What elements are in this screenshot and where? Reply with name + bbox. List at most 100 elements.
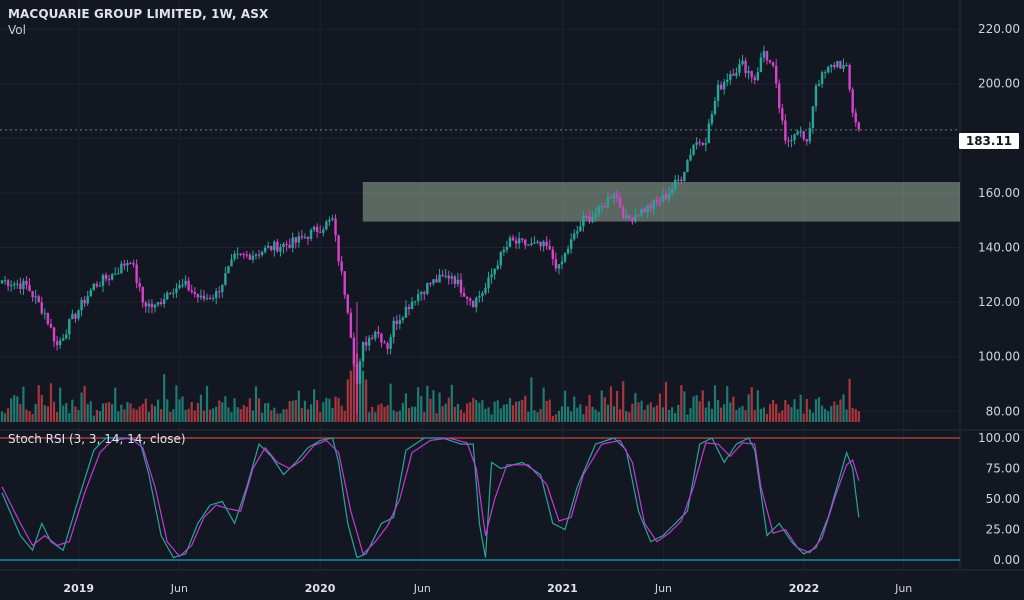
candle-body <box>450 276 454 279</box>
volume-bar <box>166 399 169 422</box>
volume-bar <box>591 406 594 422</box>
candle-body <box>716 84 720 101</box>
volume-bar <box>643 409 646 422</box>
volume-bar <box>212 408 215 422</box>
volume-bar <box>637 402 640 422</box>
volume-bar <box>713 385 717 422</box>
candle-body <box>156 302 160 305</box>
volume-bar <box>619 409 622 422</box>
candle-body <box>169 292 172 294</box>
candle-body <box>802 131 805 140</box>
candle-body <box>31 291 34 298</box>
volume-bar <box>65 403 68 422</box>
volume-bar <box>147 411 150 422</box>
candle-body <box>511 237 515 241</box>
volume-bar <box>689 408 692 422</box>
volume-bar <box>417 387 420 422</box>
last-price-badge: 183.11 <box>959 133 1019 149</box>
volume-bar <box>101 403 105 422</box>
volume-bar <box>502 404 505 422</box>
candle-body <box>6 280 10 286</box>
time-tick-label: Jun <box>413 582 431 595</box>
volume-bar <box>108 402 111 422</box>
volume-bar <box>309 404 313 422</box>
volume-bar <box>126 402 129 422</box>
volume-bar <box>92 415 95 422</box>
volume-bar <box>117 411 120 422</box>
volume-bar <box>686 414 689 422</box>
volume-bar <box>735 410 738 422</box>
candle-body <box>205 297 209 299</box>
candle-body <box>16 283 19 285</box>
candle-body <box>432 279 435 284</box>
candle-body <box>551 249 554 260</box>
volume-bar <box>13 395 16 422</box>
volume-bar <box>175 385 178 422</box>
volume-bar <box>432 390 435 422</box>
candle-body <box>646 205 649 213</box>
stoch-tick-label: 100.00 <box>978 431 1020 445</box>
candle-body <box>199 295 203 298</box>
price-axis[interactable]: 80.00100.00120.00140.00160.00180.00200.0… <box>978 22 1020 418</box>
candle-body <box>649 205 652 209</box>
volume-bar <box>466 403 469 422</box>
candle-body <box>726 79 729 83</box>
indicator-label[interactable]: Stoch RSI (3, 3, 14, 14, close) <box>8 432 186 446</box>
candle-body <box>695 142 698 145</box>
volume-bar <box>343 410 346 422</box>
volume-bar <box>199 394 202 422</box>
candle-body <box>664 194 668 200</box>
volume-bar <box>582 414 585 422</box>
time-axis[interactable]: 2019 Jun 2020 Jun 2021 Jun 2022 Jun <box>63 582 912 595</box>
volume-bar <box>560 406 564 422</box>
candle-body <box>202 295 206 299</box>
volume-bar <box>172 409 175 422</box>
candle-body <box>114 273 117 275</box>
volume-bar <box>22 386 25 422</box>
volume-bar <box>469 402 472 422</box>
volume-bar <box>530 377 533 422</box>
volume-bar <box>524 395 527 422</box>
candle-body <box>741 60 744 65</box>
volume-bar <box>738 407 741 422</box>
volume-bar <box>181 396 184 422</box>
volume-bar <box>551 415 554 422</box>
candle-body <box>710 114 714 124</box>
volume-bar <box>450 384 453 422</box>
candle-body <box>805 139 808 142</box>
candle-body <box>842 65 845 69</box>
volume-bar <box>753 409 756 422</box>
chart-title[interactable]: MACQUARIE GROUP LIMITED, 1W, ASX <box>8 7 269 21</box>
price-tick-label: 220.00 <box>978 22 1020 36</box>
volume-bar <box>677 405 680 422</box>
candle-body <box>361 342 365 362</box>
candle-body <box>254 254 258 256</box>
volume-bar <box>377 404 380 422</box>
candle-body <box>120 263 123 274</box>
candle-body <box>0 280 4 284</box>
stoch-axis[interactable]: 0.00 25.00 50.00 75.00 100.00 <box>978 431 1020 567</box>
candle-body <box>117 273 120 275</box>
volume-bar <box>227 407 230 422</box>
volume-bar <box>346 379 349 422</box>
volume-bar <box>135 409 138 422</box>
volume-bar <box>772 399 775 422</box>
volume-bar <box>392 410 395 422</box>
candle-body <box>701 142 704 145</box>
candle-body <box>661 194 665 202</box>
candle-body <box>554 259 558 269</box>
volume-bar <box>781 410 784 422</box>
candle-body <box>459 279 463 294</box>
candle-body <box>579 226 582 232</box>
volume-bar <box>744 410 747 422</box>
candle-body <box>796 131 799 135</box>
volume-label[interactable]: Vol <box>8 23 26 37</box>
candle-body <box>123 263 126 266</box>
candle-body <box>640 208 643 216</box>
candle-body <box>811 106 815 129</box>
candle-body <box>159 302 163 304</box>
candle-body <box>19 283 22 289</box>
volume-bar <box>163 374 166 422</box>
volume-bar <box>68 413 71 422</box>
